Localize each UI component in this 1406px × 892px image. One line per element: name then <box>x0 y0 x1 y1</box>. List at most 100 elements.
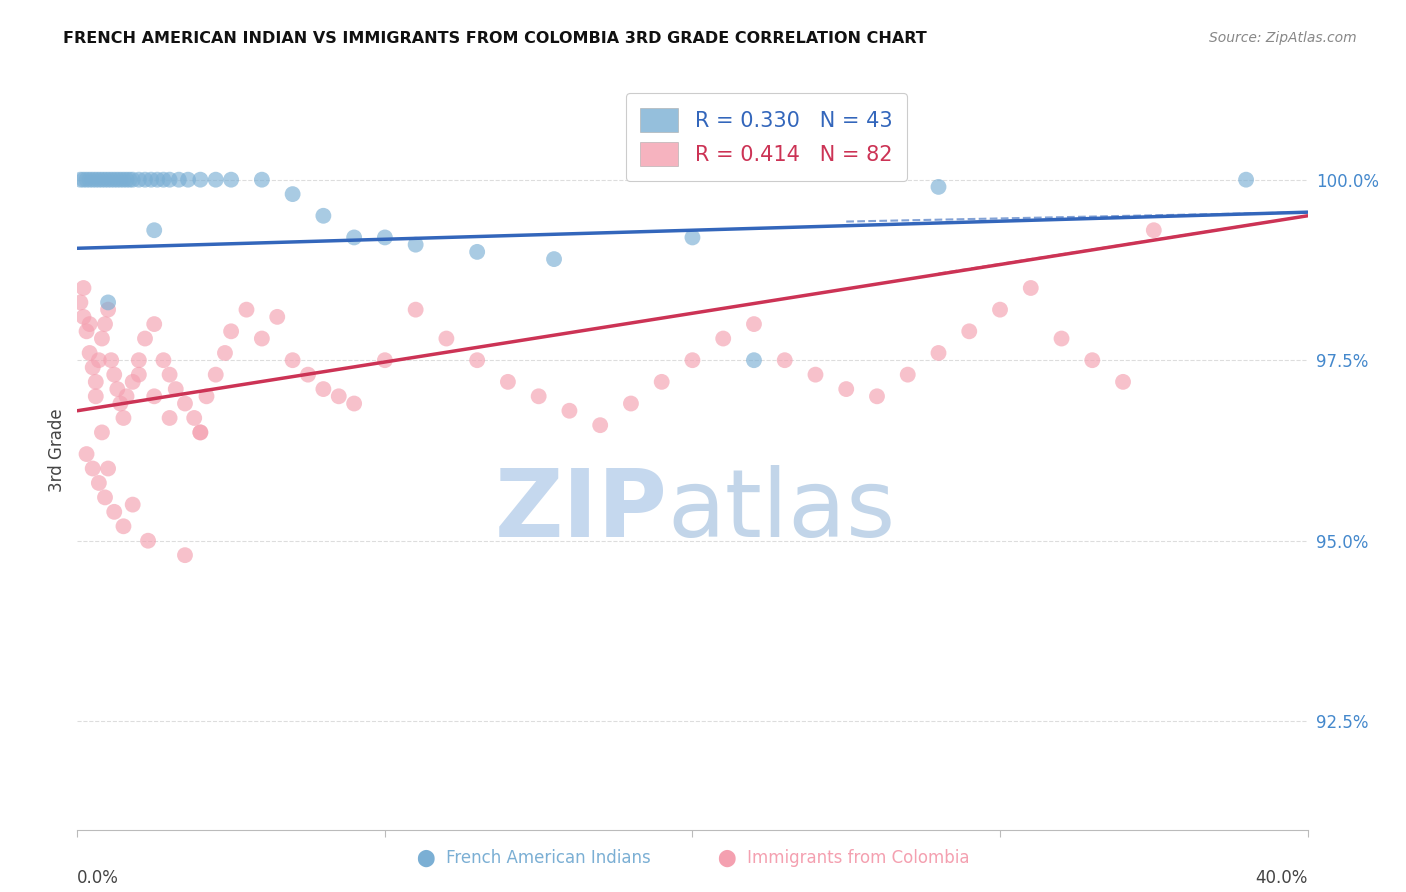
Point <box>94 491 117 505</box>
Point <box>112 172 135 186</box>
Point <box>128 172 150 186</box>
Text: atlas: atlas <box>668 465 896 558</box>
Point <box>928 346 950 360</box>
Point <box>115 389 138 403</box>
Point <box>682 230 704 244</box>
Point <box>620 396 643 410</box>
Point <box>112 411 135 425</box>
Point <box>76 324 98 338</box>
Point <box>128 368 150 382</box>
Point <box>1019 281 1042 295</box>
Point <box>374 230 396 244</box>
Point <box>651 375 673 389</box>
Point <box>543 252 565 266</box>
Point <box>84 375 107 389</box>
Point <box>188 425 212 440</box>
Point <box>188 172 212 186</box>
Point <box>110 396 132 410</box>
Point <box>281 187 304 202</box>
Point <box>136 533 159 548</box>
Point <box>165 382 187 396</box>
Point <box>742 353 765 368</box>
Point <box>988 302 1011 317</box>
Point <box>152 172 174 186</box>
Point <box>79 346 101 360</box>
Legend: R = 0.330   N = 43, R = 0.414   N = 82: R = 0.330 N = 43, R = 0.414 N = 82 <box>626 93 907 181</box>
Point <box>866 389 889 403</box>
Point <box>465 244 488 259</box>
Point <box>97 461 120 475</box>
Point <box>69 295 91 310</box>
Point <box>100 353 122 368</box>
Point <box>204 172 226 186</box>
Point <box>183 411 205 425</box>
Point <box>1234 172 1257 186</box>
Point <box>297 368 319 382</box>
Point <box>121 498 143 512</box>
Point <box>90 172 114 186</box>
Point <box>328 389 350 403</box>
Point <box>219 324 242 338</box>
Point <box>235 302 257 317</box>
Point <box>682 353 704 368</box>
Point <box>143 223 166 237</box>
Point <box>204 368 226 382</box>
Point <box>281 353 304 368</box>
Point <box>97 302 120 317</box>
Text: ZIP: ZIP <box>495 465 668 558</box>
Point <box>835 382 858 396</box>
Point <box>804 368 827 382</box>
Point <box>97 172 120 186</box>
Point <box>90 332 114 346</box>
Text: ⬤  Immigrants from Colombia: ⬤ Immigrants from Colombia <box>718 849 969 867</box>
Point <box>742 317 765 331</box>
Point <box>174 396 197 410</box>
Point <box>159 172 181 186</box>
Point <box>1081 353 1104 368</box>
Point <box>105 172 128 186</box>
Point <box>343 230 366 244</box>
Point <box>72 172 94 186</box>
Point <box>82 360 104 375</box>
Point <box>112 519 135 533</box>
Point <box>118 172 141 186</box>
Point <box>84 172 107 186</box>
Point <box>143 389 166 403</box>
Point <box>773 353 796 368</box>
Point <box>143 317 166 331</box>
Text: 40.0%: 40.0% <box>1256 870 1308 888</box>
Point <box>159 368 181 382</box>
Point <box>405 302 427 317</box>
Point <box>94 317 117 331</box>
Text: Source: ZipAtlas.com: Source: ZipAtlas.com <box>1209 31 1357 45</box>
Point <box>928 180 950 194</box>
Point <box>558 403 581 417</box>
Point <box>121 375 143 389</box>
Point <box>69 172 91 186</box>
Point <box>84 389 107 403</box>
Point <box>103 505 125 519</box>
Point <box>76 172 98 186</box>
Point <box>374 353 396 368</box>
Point <box>214 346 236 360</box>
Point <box>87 172 110 186</box>
Point <box>141 172 163 186</box>
Point <box>250 172 273 186</box>
Point <box>87 475 110 490</box>
Point <box>76 447 98 461</box>
Point <box>115 172 138 186</box>
Point <box>219 172 242 186</box>
Point <box>105 382 128 396</box>
Point <box>312 382 335 396</box>
Point <box>195 389 218 403</box>
Point <box>177 172 200 186</box>
Point <box>167 172 190 186</box>
Y-axis label: 3rd Grade: 3rd Grade <box>48 409 66 492</box>
Point <box>250 332 273 346</box>
Text: FRENCH AMERICAN INDIAN VS IMMIGRANTS FROM COLOMBIA 3RD GRADE CORRELATION CHART: FRENCH AMERICAN INDIAN VS IMMIGRANTS FRO… <box>63 31 927 46</box>
Point <box>110 172 132 186</box>
Point <box>128 353 150 368</box>
Point <box>79 317 101 331</box>
Point <box>496 375 519 389</box>
Point <box>1050 332 1073 346</box>
